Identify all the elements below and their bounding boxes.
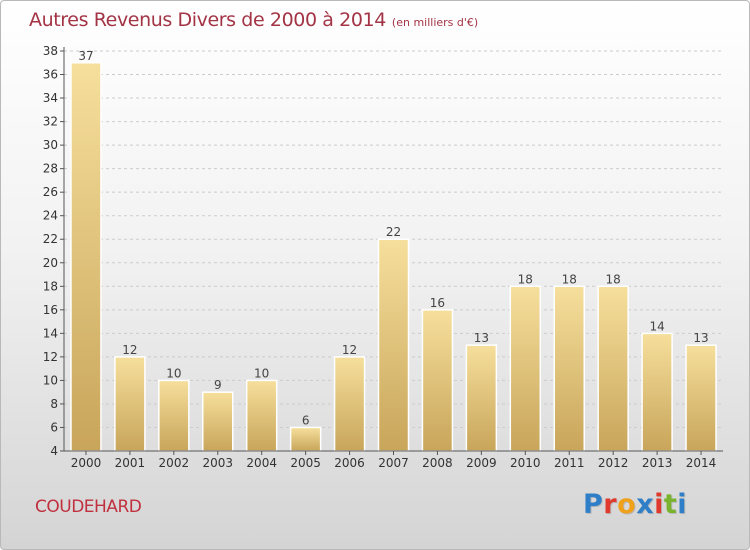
logo-letter: r xyxy=(603,489,618,520)
y-tick-label: 20 xyxy=(43,256,58,270)
y-tick-label: 8 xyxy=(50,397,58,411)
data-label: 18 xyxy=(518,272,533,286)
y-tick-label: 14 xyxy=(43,326,58,340)
chart-title-text: Autres Revenus Divers de 2000 à 2014 xyxy=(29,9,386,31)
bar-2002 xyxy=(158,379,190,452)
x-tick-label: 2013 xyxy=(642,456,673,470)
bar-2005 xyxy=(289,426,322,452)
bar-2008 xyxy=(421,309,454,452)
logo-letter: i xyxy=(677,489,688,520)
x-tick-label: 2002 xyxy=(159,456,190,470)
logo-letter: t xyxy=(663,489,678,520)
chart-subtitle: (en milliers d'€) xyxy=(391,16,479,29)
data-label: 22 xyxy=(386,225,401,239)
bar-2014 xyxy=(685,344,717,452)
logo-letter: x xyxy=(636,489,655,520)
bar-2000 xyxy=(70,62,102,452)
y-tick-label: 12 xyxy=(43,350,58,364)
y-tick-label: 32 xyxy=(43,115,58,129)
x-tick-label: 2012 xyxy=(598,456,629,470)
y-tick-label: 16 xyxy=(43,303,58,317)
y-tick-label: 18 xyxy=(43,279,58,293)
bar-2009 xyxy=(465,344,498,452)
bar-2007 xyxy=(377,238,410,452)
y-tick-label: 24 xyxy=(43,209,58,223)
y-tick-label: 28 xyxy=(43,162,58,176)
data-label: 13 xyxy=(693,331,708,345)
data-label: 10 xyxy=(166,366,181,380)
proxiti-logo[interactable]: Proxiti xyxy=(583,489,687,520)
data-label: 18 xyxy=(606,272,621,286)
data-label: 14 xyxy=(649,319,664,333)
y-tick-label: 34 xyxy=(43,91,58,105)
data-label: 10 xyxy=(254,366,269,380)
chart-title: Autres Revenus Divers de 2000 à 2014 (en … xyxy=(29,9,478,31)
bar-2003 xyxy=(202,391,234,452)
y-tick-label: 10 xyxy=(43,373,58,387)
x-tick-label: 2000 xyxy=(71,456,102,470)
bars xyxy=(70,62,717,452)
data-label: 12 xyxy=(342,343,357,357)
x-tick-label: 2010 xyxy=(510,456,541,470)
x-tick-label: 2008 xyxy=(422,456,453,470)
bar-2001 xyxy=(114,356,146,452)
x-tick-label: 2001 xyxy=(115,456,146,470)
data-label: 37 xyxy=(78,49,93,63)
data-label: 9 xyxy=(214,378,222,392)
data-label: 12 xyxy=(122,343,137,357)
y-tick-label: 4 xyxy=(50,444,58,458)
bar-2012 xyxy=(597,285,629,452)
bar-2010 xyxy=(509,285,542,452)
x-tick-label: 2014 xyxy=(686,456,717,470)
commune-name: COUDEHARD xyxy=(35,497,142,517)
data-label: 16 xyxy=(430,296,445,310)
bar-2006 xyxy=(333,356,366,452)
y-tick-label: 36 xyxy=(43,68,58,82)
axes xyxy=(60,47,723,455)
labels: 4 6 8 10 12 14 16 18 20 22 24 26 28 30 32 34 36 38 2000 37 2… xyxy=(43,44,717,470)
x-tick-label: 2004 xyxy=(246,456,277,470)
data-label: 6 xyxy=(302,413,310,427)
y-tick-label: 38 xyxy=(43,44,58,58)
x-tick-label: 2006 xyxy=(334,456,365,470)
y-tick-label: 30 xyxy=(43,138,58,152)
x-tick-label: 2011 xyxy=(554,456,585,470)
logo-letter: P xyxy=(583,489,604,520)
logo-letter: o xyxy=(617,489,637,520)
data-label: 18 xyxy=(562,272,577,286)
y-tick-label: 26 xyxy=(43,185,58,199)
x-tick-label: 2005 xyxy=(290,456,321,470)
bar-2013 xyxy=(641,332,673,452)
data-label: 13 xyxy=(474,331,489,345)
x-tick-label: 2007 xyxy=(378,456,409,470)
y-tick-label: 22 xyxy=(43,232,58,246)
bar-2004 xyxy=(245,379,278,452)
x-tick-label: 2003 xyxy=(202,456,233,470)
y-tick-label: 6 xyxy=(50,420,58,434)
x-tick-label: 2009 xyxy=(466,456,497,470)
logo-letter: i xyxy=(654,489,664,520)
bar-2011 xyxy=(553,285,585,452)
